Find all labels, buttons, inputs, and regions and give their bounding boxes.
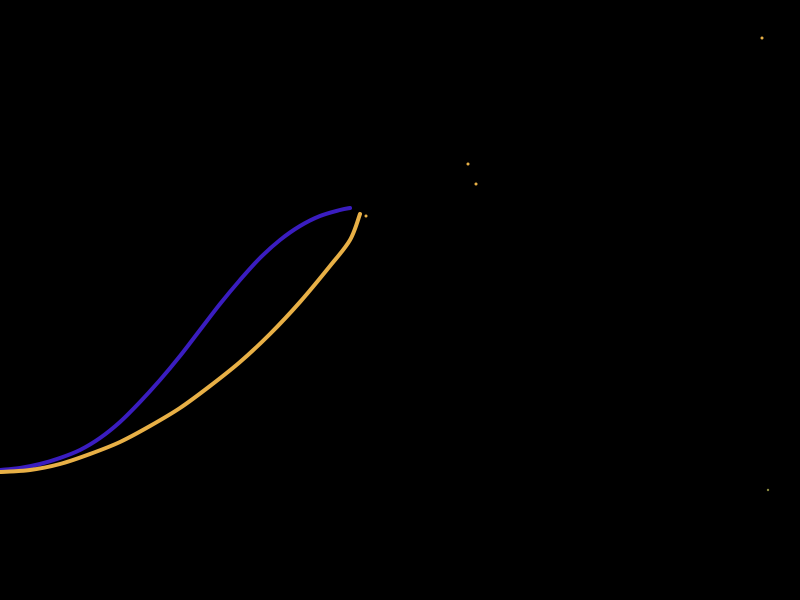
speck-0 — [365, 215, 368, 218]
speck-3 — [761, 37, 764, 40]
chart-background — [0, 0, 800, 600]
speck-2 — [475, 183, 478, 186]
line-chart — [0, 0, 800, 600]
speck-1 — [467, 163, 470, 166]
speck-4 — [767, 489, 769, 491]
